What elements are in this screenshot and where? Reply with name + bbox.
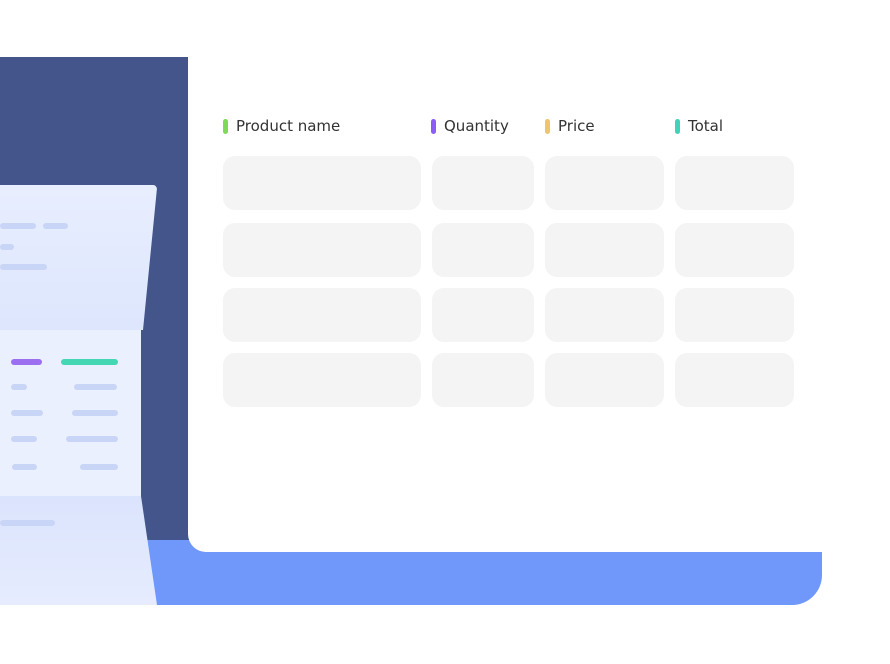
column-header-quantity: Quantity bbox=[431, 117, 509, 135]
price-color-marker bbox=[545, 118, 550, 134]
placeholder-line bbox=[11, 384, 27, 390]
column-header-price: Price bbox=[545, 117, 595, 135]
table-cell-placeholder bbox=[432, 288, 534, 342]
table-cell-placeholder bbox=[675, 288, 794, 342]
table-cell-placeholder bbox=[432, 223, 534, 277]
table-cell-placeholder bbox=[675, 223, 794, 277]
placeholder-line bbox=[43, 223, 68, 229]
placeholder-line bbox=[0, 244, 14, 250]
placeholder-line bbox=[66, 436, 118, 442]
placeholder-line bbox=[72, 410, 118, 416]
total-color-marker bbox=[675, 118, 680, 134]
placeholder-line bbox=[74, 384, 117, 390]
column-label: Total bbox=[688, 117, 724, 135]
table-cell-placeholder bbox=[223, 156, 421, 210]
table-cell-placeholder bbox=[432, 353, 534, 407]
table-cell-placeholder bbox=[545, 223, 664, 277]
placeholder-line bbox=[12, 464, 37, 470]
table-cell-placeholder bbox=[432, 156, 534, 210]
placeholder-line bbox=[0, 223, 36, 229]
column-label: Price bbox=[558, 117, 595, 135]
placeholder-line bbox=[61, 359, 118, 365]
table-cell-placeholder bbox=[675, 353, 794, 407]
placeholder-line bbox=[11, 436, 37, 442]
table-cell-placeholder bbox=[545, 353, 664, 407]
table-cell-placeholder bbox=[545, 288, 664, 342]
quantity-color-marker bbox=[431, 118, 436, 134]
placeholder-line bbox=[0, 264, 47, 270]
column-label: Quantity bbox=[444, 117, 509, 135]
document-top-fold bbox=[0, 185, 157, 330]
column-header-total: Total bbox=[675, 117, 723, 135]
placeholder-line bbox=[80, 464, 118, 470]
document-bottom-fold bbox=[0, 496, 157, 605]
product-color-marker bbox=[223, 118, 228, 134]
table-cell-placeholder bbox=[223, 353, 421, 407]
column-label: Product name bbox=[236, 117, 341, 135]
placeholder-line bbox=[0, 520, 55, 526]
table-cell-placeholder bbox=[223, 223, 421, 277]
table-cell-placeholder bbox=[545, 156, 664, 210]
table-cell-placeholder bbox=[675, 156, 794, 210]
table-cell-placeholder bbox=[223, 288, 421, 342]
column-header-product-name: Product name bbox=[223, 117, 340, 135]
placeholder-line bbox=[11, 410, 43, 416]
placeholder-line bbox=[11, 359, 42, 365]
